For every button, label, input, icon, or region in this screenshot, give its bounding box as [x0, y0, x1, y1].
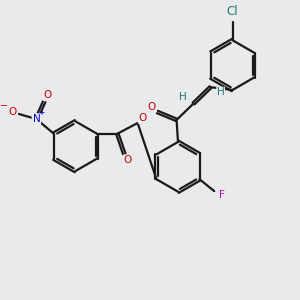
Text: Cl: Cl: [227, 5, 238, 19]
Text: O: O: [44, 90, 52, 100]
Text: O: O: [124, 155, 132, 165]
Text: N: N: [32, 114, 40, 124]
Text: H: H: [179, 92, 187, 102]
Text: H: H: [217, 87, 224, 97]
Text: F: F: [219, 190, 225, 200]
Text: O: O: [147, 102, 155, 112]
Text: O: O: [8, 107, 17, 117]
Text: O: O: [139, 113, 147, 123]
Text: +: +: [39, 108, 45, 117]
Text: −: −: [0, 101, 8, 111]
